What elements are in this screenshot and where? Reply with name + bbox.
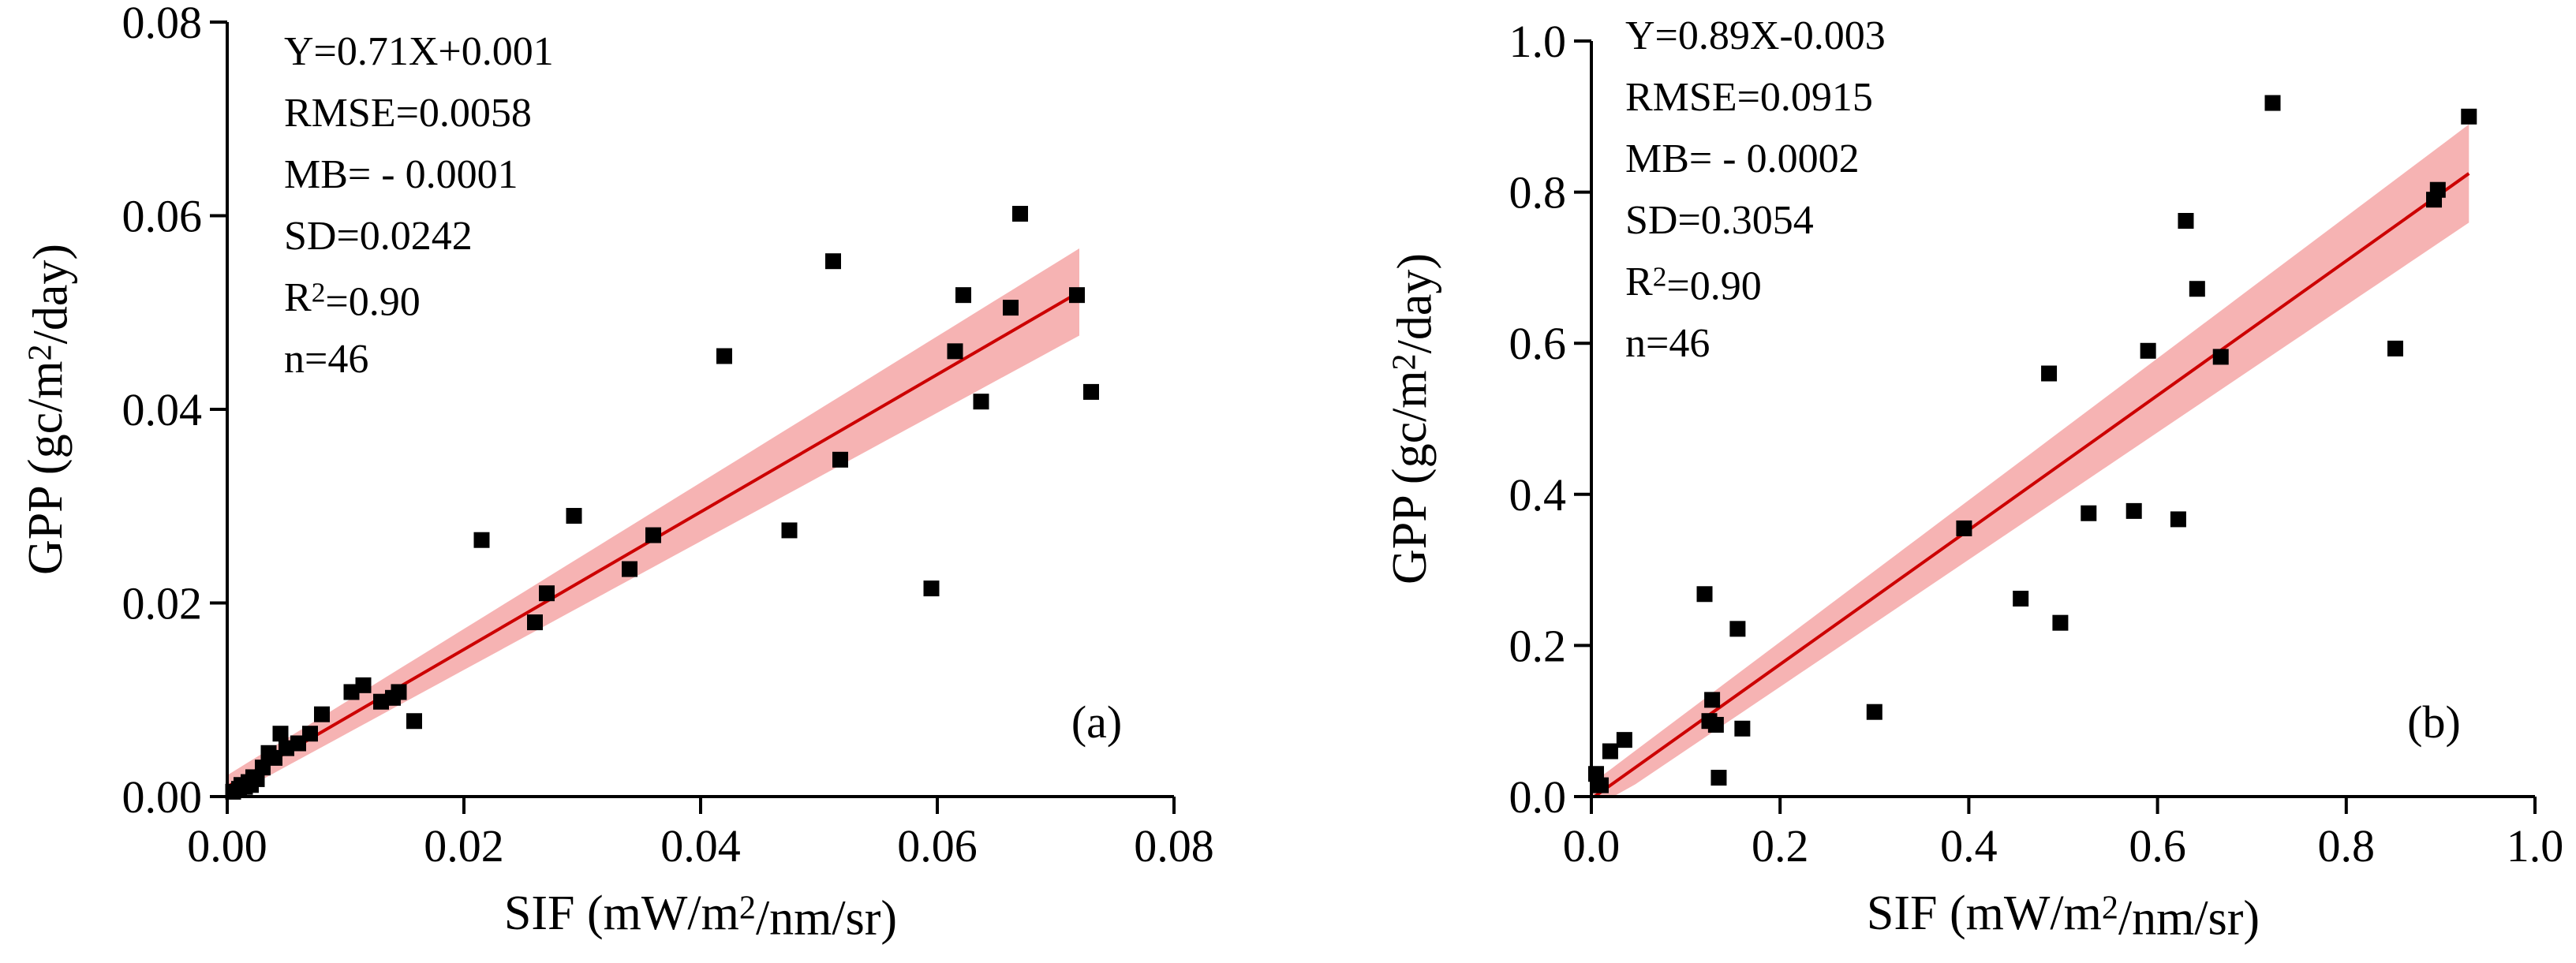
stat-annotation: n=46 [1625, 321, 1710, 366]
stat-annotation: R2=0.90 [1625, 259, 1762, 308]
data-point [2264, 95, 2281, 111]
data-point [825, 253, 841, 270]
x-axis-title: SIF (mW/m2/nm/sr) [1867, 886, 2260, 945]
y-tick-label: 0.4 [1509, 469, 1567, 521]
data-point [566, 508, 582, 524]
y-tick-label: 0.08 [122, 0, 203, 48]
data-point [1866, 704, 1882, 720]
x-tick-label: 0.00 [187, 820, 267, 872]
data-point [781, 522, 798, 539]
data-point [1956, 520, 1972, 536]
y-axis-title: GPP (gc/m2/day) [19, 244, 77, 575]
data-point [2189, 281, 2205, 297]
data-point [2013, 591, 2029, 607]
stat-annotation: R2=0.90 [284, 275, 421, 324]
data-point [923, 580, 940, 597]
data-point [1592, 777, 1609, 793]
data-point [1083, 383, 1099, 400]
x-tick-label: 0.8 [2318, 820, 2376, 872]
data-point [1696, 586, 1713, 603]
data-point [1003, 300, 1019, 316]
data-point [2429, 181, 2446, 198]
data-point [473, 532, 490, 548]
x-tick-label: 0.2 [1752, 820, 1809, 872]
data-point [1729, 621, 1746, 637]
data-point [622, 561, 637, 577]
data-point [527, 614, 543, 631]
data-point [272, 726, 289, 742]
x-tick-label: 0.08 [1134, 820, 1214, 872]
y-tick-label: 0.2 [1509, 620, 1567, 671]
y-tick-label: 0.04 [122, 384, 203, 435]
stat-annotation: Y=0.71X+0.001 [284, 29, 554, 74]
y-tick-label: 1.0 [1509, 16, 1567, 67]
data-point [947, 343, 963, 360]
panel-a: 0.00 0.02 0.04 0.06 0.08 0.00 0.02 0.04 0.06 0.08… [19, 0, 1214, 945]
y-tick-label: 0.6 [1509, 318, 1567, 369]
data-point [302, 726, 318, 742]
x-tick-label: 1.0 [2507, 820, 2564, 872]
x-tick-label: 0.02 [424, 820, 504, 872]
data-point [406, 713, 422, 730]
x-tick-label: 0.6 [2129, 820, 2186, 872]
data-point [645, 527, 661, 543]
y-tick-label: 0.0 [1509, 771, 1567, 823]
confidence-band [227, 248, 1079, 797]
fit-line [1593, 172, 2470, 798]
panel-b: 0.0 0.2 0.4 0.6 0.8 1.0 0.0 0.2 0.4 0.6 0.8 1.0 SIF … [1383, 13, 2563, 945]
y-tick-label: 0.00 [122, 771, 203, 823]
data-point [1012, 206, 1028, 222]
data-point [2041, 365, 2058, 382]
data-point [1734, 720, 1751, 737]
data-point [2140, 342, 2156, 359]
data-point [539, 585, 555, 602]
stat-annotation: SD=0.3054 [1625, 198, 1814, 243]
stat-annotation: RMSE=0.0058 [284, 91, 532, 136]
data-point [2178, 213, 2194, 230]
data-point [2081, 505, 2097, 521]
data-point [1616, 732, 1632, 748]
data-point [1069, 287, 1085, 304]
stat-annotation: RMSE=0.0915 [1625, 75, 1873, 120]
data-point [1704, 692, 1721, 708]
data-point [391, 684, 407, 700]
data-point [973, 394, 989, 410]
x-tick-label: 0.06 [897, 820, 978, 872]
data-point [2170, 511, 2186, 528]
y-tick-label: 0.06 [122, 191, 203, 242]
x-tick-label: 0.4 [1940, 820, 1998, 872]
panel-label: (b) [2407, 696, 2461, 748]
data-point [355, 677, 372, 693]
stat-annotation: SD=0.0242 [284, 214, 473, 259]
data-point [1707, 716, 1724, 733]
data-point [832, 451, 848, 468]
data-point [716, 348, 732, 364]
y-tick-label: 0.8 [1509, 167, 1567, 218]
data-point [1602, 743, 1618, 760]
data-point [2125, 502, 2142, 519]
data-point [955, 287, 971, 304]
confidence-band [1591, 124, 2469, 797]
stat-annotation: MB= - 0.0002 [1625, 136, 1860, 181]
x-axis-title: SIF (mW/m2/nm/sr) [504, 886, 897, 945]
data-point [2461, 108, 2477, 125]
data-point [2212, 349, 2229, 365]
data-point [2387, 340, 2403, 356]
x-tick-label: 0.04 [660, 820, 741, 872]
data-point [2052, 614, 2069, 631]
data-point [314, 706, 330, 722]
y-axis-title: GPP (gc/m2/day) [1383, 253, 1441, 584]
y-tick-label: 0.02 [122, 578, 203, 629]
panel-label: (a) [1071, 696, 1122, 748]
stat-annotation: n=46 [284, 337, 368, 382]
x-tick-label: 0.0 [1563, 820, 1621, 872]
stat-annotation: MB= - 0.0001 [284, 152, 518, 197]
data-point [1710, 770, 1727, 786]
stat-annotation: Y=0.89X-0.003 [1625, 13, 1886, 58]
